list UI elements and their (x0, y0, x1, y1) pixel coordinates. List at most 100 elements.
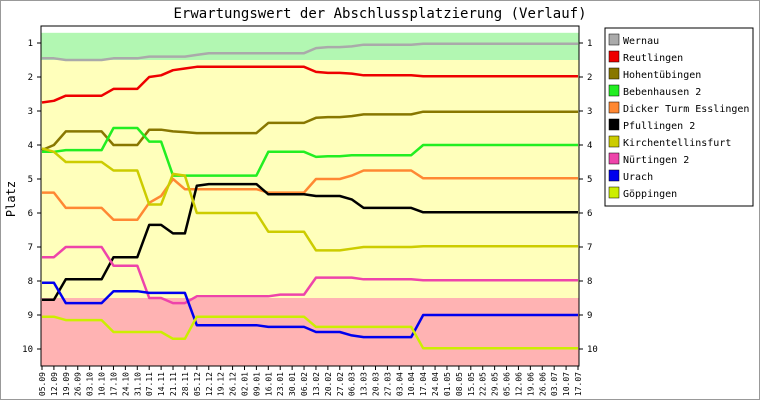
x-tick-label: 05.12 (193, 372, 202, 396)
legend-swatch (608, 33, 620, 46)
x-tick-label: 06.02 (300, 372, 309, 396)
x-tick-label: 26.12 (229, 372, 238, 396)
x-tick-label: 13.02 (312, 372, 321, 396)
x-tick-label: 24.04 (431, 372, 440, 396)
y-tick-label-left: 2 (28, 73, 33, 83)
x-tick-label: 19.09 (62, 372, 71, 396)
legend-swatch (608, 186, 620, 199)
legend-swatch (608, 169, 620, 182)
x-tick-label: 29.05 (491, 372, 500, 396)
y-tick-label-left: 3 (28, 107, 33, 117)
series-line (42, 42, 578, 62)
x-tick-label: 28.11 (181, 372, 190, 396)
y-tick-label-right: 9 (587, 311, 592, 321)
x-tick-label: 03.10 (86, 372, 95, 396)
x-tick-label: 10.04 (407, 372, 416, 396)
x-tick-label: 03.07 (550, 372, 559, 396)
x-tick-label: 09.01 (252, 372, 261, 396)
x-tick-label: 26.09 (74, 372, 83, 396)
x-tick-label: 17.07 (574, 372, 583, 396)
y-tick-label-left: 7 (28, 243, 33, 253)
x-tick-label: 05.06 (503, 372, 512, 396)
x-tick-label: 01.05 (443, 372, 452, 396)
series-line (42, 315, 578, 350)
legend-label: Bebenhausen 2 (623, 87, 701, 98)
y-tick-label-left: 4 (28, 141, 33, 151)
x-tick-label: 24.10 (121, 372, 130, 396)
y-axis-label: Platz (4, 181, 18, 217)
series-line (42, 281, 578, 339)
legend-label: Pfullingen 2 (623, 121, 695, 132)
legend-label: Hohentübingen (623, 70, 701, 81)
legend-swatch (608, 84, 620, 97)
legend-swatch (608, 152, 620, 165)
legend-label: Urach (623, 172, 653, 183)
y-tick-label-right: 8 (587, 277, 592, 287)
x-tick-label: 13.03 (360, 372, 369, 396)
y-tick-label-right: 3 (587, 107, 592, 117)
x-tick-label: 06.03 (348, 372, 357, 396)
legend-swatch (608, 135, 620, 148)
legend-label: Nürtingen 2 (623, 155, 689, 166)
chart-title: Erwartungswert der Abschlussplatzierung … (173, 6, 586, 22)
y-tick-label-right: 1 (587, 39, 592, 49)
legend-swatch (608, 67, 620, 80)
x-tick-label: 19.06 (526, 372, 535, 396)
y-tick-label-right: 2 (587, 73, 592, 83)
y-tick-label-right: 4 (587, 141, 592, 151)
plot-frame (40, 25, 580, 367)
y-tick-label-left: 8 (28, 277, 33, 287)
legend-swatch (608, 118, 620, 131)
x-tick-label: 08.05 (455, 372, 464, 396)
legend-label: Dicker Turm Esslingen (623, 104, 749, 115)
x-tick-label: 22.05 (479, 372, 488, 396)
x-tick-label: 02.01 (240, 372, 249, 396)
x-tick-label: 12.09 (50, 372, 59, 396)
x-tick-label: 17.10 (109, 372, 118, 396)
legend-label: Reutlingen (623, 53, 683, 64)
legend-box (604, 27, 754, 207)
series-line (42, 182, 578, 301)
legend-swatch (608, 50, 620, 63)
x-tick-label: 19.12 (217, 372, 226, 396)
x-tick-label: 05.09 (38, 372, 47, 396)
x-tick-label: 14.11 (157, 372, 166, 396)
x-tick-label: 07.11 (145, 372, 154, 396)
y-tick-label-left: 5 (28, 175, 33, 185)
y-tick-label-left: 1 (28, 39, 33, 49)
legend-swatch (608, 101, 620, 114)
x-tick-label: 17.04 (419, 372, 428, 396)
x-tick-label: 16.01 (264, 372, 273, 396)
legend-label: Göppingen (623, 189, 677, 200)
x-tick-label: 15.05 (467, 372, 476, 396)
y-tick-label-right: 10 (587, 345, 598, 355)
x-tick-label: 12.06 (514, 372, 523, 396)
legend-label: Wernau (623, 36, 659, 47)
x-tick-label: 10.07 (562, 372, 571, 396)
x-tick-label: 27.03 (383, 372, 392, 396)
x-tick-label: 31.10 (133, 372, 142, 396)
x-tick-label: 10.10 (98, 372, 107, 396)
x-tick-label: 20.02 (324, 372, 333, 396)
x-tick-label: 27.02 (336, 372, 345, 396)
x-tick-label: 26.06 (538, 372, 547, 396)
y-tick-label-left: 6 (28, 209, 33, 219)
y-tick-label-right: 5 (587, 175, 592, 185)
x-tick-label: 21.11 (169, 372, 178, 396)
y-tick-label-right: 6 (587, 209, 592, 219)
zone-band (41, 32, 579, 60)
series-line (41, 65, 578, 104)
x-tick-label: 12.12 (205, 372, 214, 396)
x-tick-label: 23.01 (276, 372, 285, 396)
y-tick-label-left: 10 (22, 345, 33, 355)
x-tick-label: 30.01 (288, 372, 297, 396)
series-line (42, 245, 578, 305)
series-line (42, 169, 578, 222)
series-line (41, 110, 578, 152)
x-tick-label: 20.03 (372, 372, 381, 396)
series-line (41, 147, 578, 252)
x-tick-label: 03.04 (395, 372, 404, 396)
y-tick-label-right: 7 (587, 243, 592, 253)
